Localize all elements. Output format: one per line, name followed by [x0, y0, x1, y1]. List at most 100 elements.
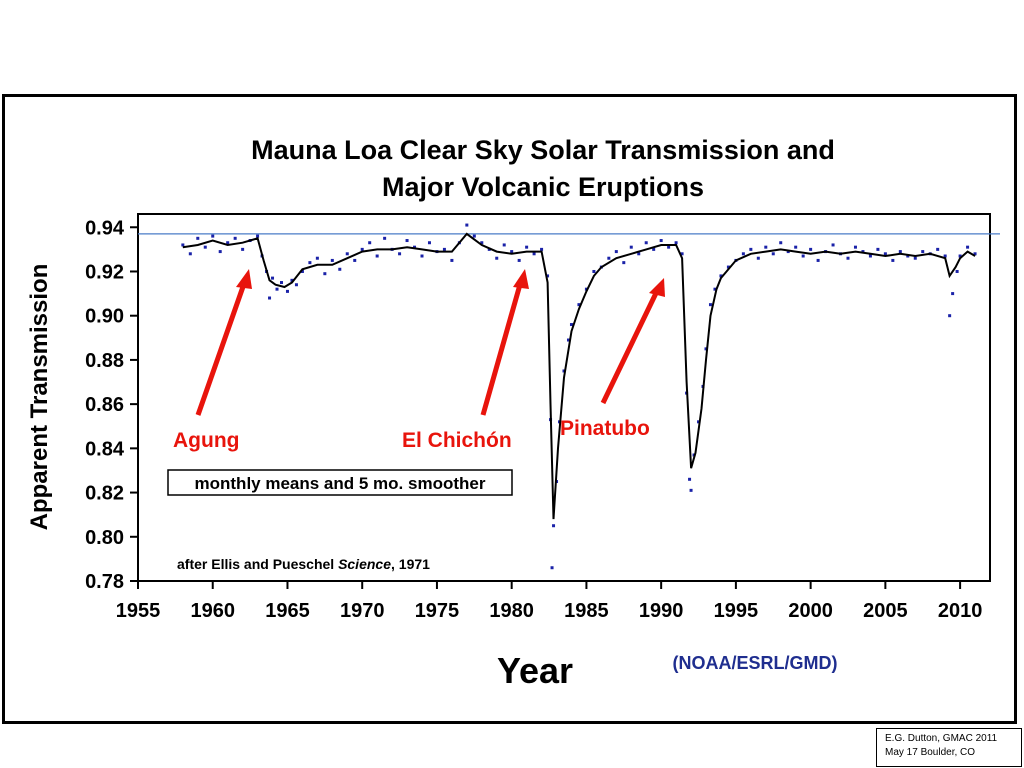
y-tick-label: 0.80	[85, 527, 124, 549]
data-point	[550, 566, 554, 570]
credit-journal: Science	[338, 556, 391, 572]
data-point	[345, 252, 349, 256]
data-point	[562, 369, 566, 373]
data-point	[413, 245, 417, 249]
data-point	[353, 258, 357, 262]
x-tick-label: 1990	[639, 600, 684, 622]
arrow-head-pinatubo	[649, 278, 665, 297]
data-point	[525, 245, 529, 249]
data-point	[268, 296, 272, 300]
data-point	[427, 241, 431, 245]
data-point	[290, 278, 294, 282]
data-point	[383, 236, 387, 240]
data-point	[323, 272, 327, 276]
arrow-pinatubo	[600, 287, 661, 405]
data-point	[853, 245, 857, 249]
data-point	[368, 241, 372, 245]
x-tick-label: 1970	[340, 600, 385, 622]
data-point	[883, 252, 887, 256]
source-label: (NOAA/ESRL/GMD)	[673, 653, 838, 673]
data-point	[644, 241, 648, 245]
data-point	[465, 223, 469, 227]
data-point	[764, 245, 768, 249]
arrow-agung	[195, 280, 248, 416]
arrow-el-chichon	[480, 280, 524, 416]
data-point	[680, 252, 684, 256]
data-point	[405, 239, 409, 243]
x-tick-label: 1995	[714, 600, 759, 622]
data-point	[375, 254, 379, 258]
data-point	[188, 252, 192, 256]
data-point	[607, 256, 611, 260]
data-point	[786, 250, 790, 254]
data-point	[966, 245, 970, 249]
arrow-head-agung	[236, 269, 252, 289]
y-tick-label: 0.78	[85, 571, 124, 593]
data-point	[861, 250, 865, 254]
data-point	[708, 303, 712, 307]
data-point	[726, 265, 730, 269]
data-point	[667, 245, 671, 249]
data-point	[241, 247, 245, 251]
data-point	[943, 254, 947, 258]
legend-box: monthly means and 5 mo. smoother	[167, 469, 513, 496]
data-point	[756, 256, 760, 260]
data-point	[211, 234, 215, 238]
data-point	[688, 477, 692, 481]
footer-box: E.G. Dutton, GMAC 2011 May 17 Boulder, C…	[876, 728, 1022, 767]
x-tick-label: 1985	[564, 600, 609, 622]
data-point	[936, 247, 940, 251]
data-point	[271, 276, 275, 280]
data-point	[951, 292, 955, 296]
x-tick-label: 1955	[116, 600, 161, 622]
y-axis-ticks: 0.78 0.80 0.82 0.84 0.86 0.88 0.90 0.92 0.94	[85, 217, 138, 593]
data-point	[592, 269, 596, 273]
y-tick-label: 0.92	[85, 261, 124, 283]
x-tick-label: 2005	[863, 600, 908, 622]
chart-title-line2: Major Volcanic Eruptions	[382, 172, 704, 202]
legend-text: monthly means and 5 mo. smoother	[195, 474, 486, 493]
data-point	[973, 252, 977, 256]
data-point	[233, 236, 237, 240]
data-point	[719, 274, 723, 278]
data-point	[652, 247, 656, 251]
x-axis-ticks: 1955 1960 1965 1970 1975 1980 1985 1990 1995 2000…	[116, 581, 983, 622]
data-point	[659, 239, 663, 243]
data-point	[794, 245, 798, 249]
y-tick-label: 0.88	[85, 350, 124, 372]
data-point	[876, 247, 880, 251]
x-tick-label: 1960	[190, 600, 235, 622]
x-tick-label: 2010	[938, 600, 983, 622]
x-tick-label: 1975	[415, 600, 460, 622]
data-point	[275, 287, 279, 291]
data-point	[741, 252, 745, 256]
smoother-line	[182, 232, 976, 520]
data-point	[196, 236, 200, 240]
y-tick-label: 0.94	[85, 217, 125, 239]
data-point	[868, 254, 872, 258]
data-point	[689, 488, 693, 492]
credit-suffix: , 1971	[391, 556, 430, 572]
data-point	[566, 338, 570, 342]
data-point	[704, 347, 708, 351]
data-point	[898, 250, 902, 254]
data-point	[906, 254, 910, 258]
data-point	[809, 247, 813, 251]
data-point	[958, 254, 962, 258]
data-point	[315, 256, 319, 260]
data-point	[360, 247, 364, 251]
data-point	[771, 252, 775, 256]
credit-prefix: after Ellis and Pueschel	[177, 556, 338, 572]
data-point	[779, 241, 783, 245]
data-point	[816, 258, 820, 262]
chart-title-line1: Mauna Loa Clear Sky Solar Transmission a…	[251, 135, 835, 165]
annotation-el-chichon: El Chichón	[402, 429, 512, 452]
data-point	[308, 261, 312, 265]
data-point	[203, 245, 207, 249]
data-point	[801, 254, 805, 258]
data-point	[398, 252, 402, 256]
y-tick-label: 0.86	[85, 394, 124, 416]
data-point	[510, 250, 514, 254]
data-point	[226, 241, 230, 245]
data-point	[546, 274, 550, 278]
